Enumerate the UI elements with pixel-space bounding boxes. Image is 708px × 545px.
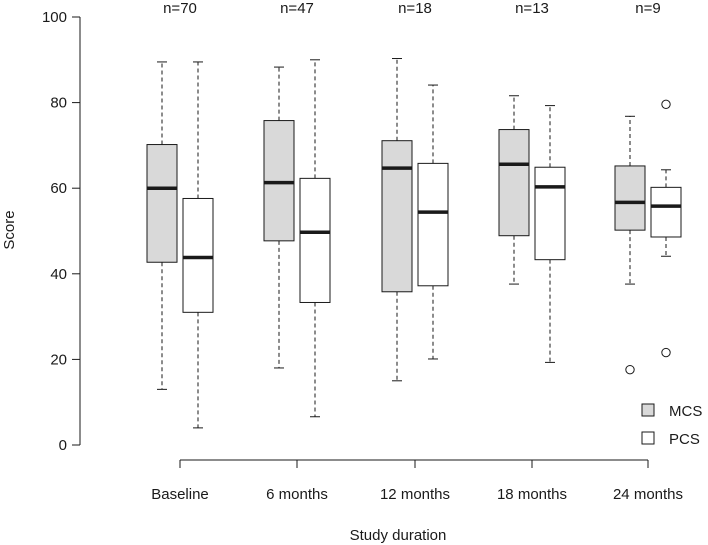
sample-size-label: n=13 — [515, 0, 549, 17]
box-mcs — [614, 115, 646, 375]
x-tick-label: 18 months — [497, 486, 567, 503]
sample-size-labels: n=70 n=47 n=18 n=13 n=9 — [163, 0, 661, 17]
legend: MCS PCS — [641, 403, 702, 448]
box-pcs — [534, 105, 566, 363]
x-tick-label: Baseline — [151, 486, 209, 503]
y-tick-label: 40 — [50, 266, 67, 283]
x-axis: Baseline 6 months 12 months 18 months 24 mon… — [151, 459, 683, 503]
box-plot-area — [146, 58, 682, 429]
box-mcs — [146, 61, 178, 390]
y-tick-label: 0 — [59, 437, 67, 454]
box-iqr — [614, 165, 646, 231]
y-axis-title: Score — [1, 210, 18, 249]
sample-size-label: n=18 — [398, 0, 432, 17]
outlier-point — [625, 364, 635, 375]
legend-swatch-pcs — [641, 431, 655, 445]
box-pcs — [417, 84, 449, 360]
box-iqr — [534, 166, 566, 261]
box-mcs — [381, 58, 413, 382]
outlier-point — [661, 347, 671, 358]
box-iqr — [650, 186, 682, 238]
box-pcs — [299, 59, 331, 418]
legend-label-mcs: MCS — [669, 403, 702, 420]
y-tick-label: 20 — [50, 351, 67, 368]
box-iqr — [182, 197, 214, 313]
box-iqr — [299, 177, 331, 303]
y-axis: 0 20 40 60 80 100 — [42, 9, 81, 454]
box-mcs — [498, 95, 530, 285]
y-tick-label: 60 — [50, 180, 67, 197]
box-iqr — [381, 140, 413, 293]
box-iqr — [498, 129, 530, 237]
outlier-point — [661, 99, 671, 110]
legend-label-pcs: PCS — [669, 431, 700, 448]
box-iqr — [417, 162, 449, 287]
y-tick-label: 100 — [42, 9, 67, 26]
y-tick-label: 80 — [50, 95, 67, 112]
sample-size-label: n=9 — [635, 0, 660, 17]
x-tick-label: 6 months — [266, 486, 328, 503]
box-pcs — [650, 99, 682, 358]
box-pcs — [182, 61, 214, 429]
sample-size-label: n=47 — [280, 0, 314, 17]
x-axis-title: Study duration — [350, 527, 447, 544]
x-tick-label: 12 months — [380, 486, 450, 503]
x-tick-label: 24 months — [613, 486, 683, 503]
box-mcs — [263, 66, 295, 369]
box-iqr — [146, 144, 178, 263]
sample-size-label: n=70 — [163, 0, 197, 17]
legend-swatch-mcs — [641, 403, 655, 417]
box-iqr — [263, 120, 295, 242]
